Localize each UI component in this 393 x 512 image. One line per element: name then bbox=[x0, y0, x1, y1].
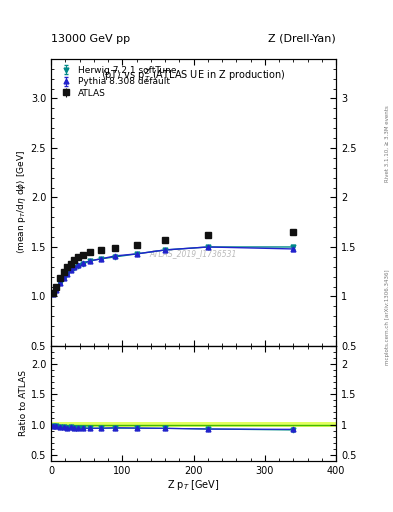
Y-axis label: Ratio to ATLAS: Ratio to ATLAS bbox=[19, 370, 28, 436]
Text: ATLAS_2019_I1736531: ATLAS_2019_I1736531 bbox=[150, 249, 237, 259]
Text: 13000 GeV pp: 13000 GeV pp bbox=[51, 33, 130, 44]
Text: $\langle$pT$\rangle$ vs p$_T^Z$ (ATLAS UE in Z production): $\langle$pT$\rangle$ vs p$_T^Z$ (ATLAS U… bbox=[101, 68, 286, 84]
Legend: Herwig 7.2.1 softTune, Pythia 8.308 default, ATLAS: Herwig 7.2.1 softTune, Pythia 8.308 defa… bbox=[55, 63, 179, 100]
X-axis label: Z p$_T$ [GeV]: Z p$_T$ [GeV] bbox=[167, 478, 220, 493]
Text: mcplots.cern.ch [arXiv:1306.3436]: mcplots.cern.ch [arXiv:1306.3436] bbox=[385, 270, 389, 365]
Y-axis label: $\langle$mean p$_T$/d$\eta$ d$\phi\rangle$ [GeV]: $\langle$mean p$_T$/d$\eta$ d$\phi\rangl… bbox=[15, 151, 28, 254]
Bar bbox=[51, 422, 336, 427]
Text: Z (Drell-Yan): Z (Drell-Yan) bbox=[268, 33, 336, 44]
Text: Rivet 3.1.10, ≥ 3.3M events: Rivet 3.1.10, ≥ 3.3M events bbox=[385, 105, 389, 182]
